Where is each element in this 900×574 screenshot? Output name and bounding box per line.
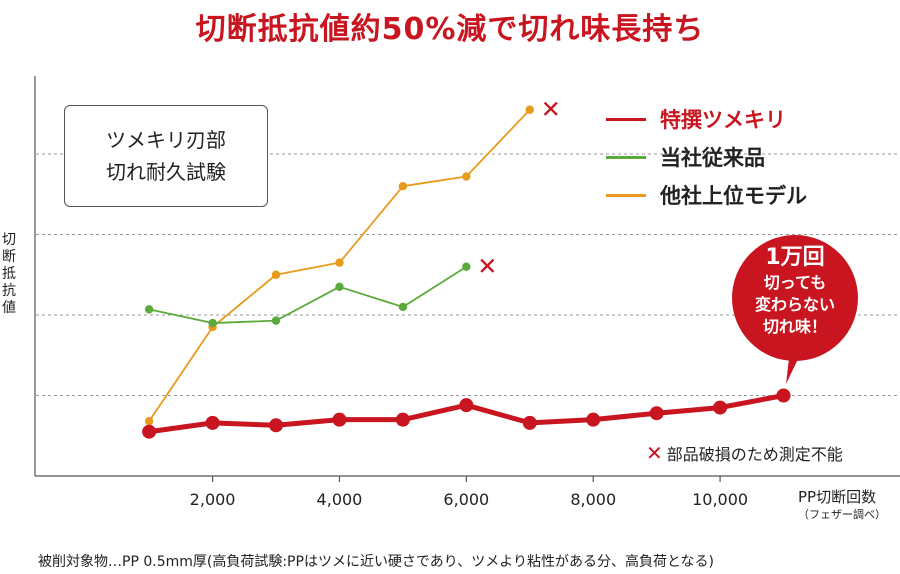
x-tick-label: 10,000 [692, 490, 748, 509]
test-info-box: ツメキリ刃部 切れ耐久試験 [64, 105, 268, 207]
legend-item-competitor: 他社上位モデル [606, 176, 807, 214]
x-ticks: 2,000 4,000 6,000 8,000 10,000 [190, 476, 748, 509]
callout-bubble [732, 235, 858, 384]
x-tick-label: 6,000 [443, 490, 489, 509]
data-point [205, 415, 220, 430]
cross-marker: ✕ [477, 253, 497, 281]
data-point [525, 105, 534, 114]
callout-line3: 変わらない [754, 295, 835, 314]
data-point [398, 302, 408, 312]
legend-label-conventional: 当社従来品 [660, 146, 765, 170]
data-point [586, 412, 601, 427]
test-box-line2: 切れ耐久試験 [106, 160, 226, 184]
data-point [522, 415, 537, 430]
data-point [713, 400, 728, 415]
data-point [144, 305, 154, 314]
data-point [462, 262, 471, 271]
callout-line4: 切れ味！ [762, 317, 827, 336]
data-point [335, 258, 344, 267]
callout-line2: 切っても [763, 273, 827, 292]
x-tick-label: 8,000 [570, 490, 616, 509]
legend-label-competitor: 他社上位モデル [660, 184, 807, 208]
callout-main: 1万回 [765, 245, 825, 270]
data-point [332, 412, 347, 427]
legend-swatch-green [606, 155, 646, 159]
test-box-line1: ツメキリ刃部 [106, 128, 226, 152]
data-point [142, 424, 157, 439]
legend-item-conventional: 当社従来品 [606, 138, 807, 176]
note-text: 部品破損のため測定不能 [666, 445, 843, 464]
y-axis-label: 切断抵抗値 [2, 232, 16, 316]
data-point [649, 406, 664, 421]
data-point [271, 316, 281, 325]
data-point [398, 182, 408, 191]
data-point [395, 412, 410, 427]
x-axis-title: PP切断回数 [798, 488, 877, 506]
x-tick-label: 4,000 [317, 490, 363, 509]
series-line [148, 265, 467, 324]
x-axis-label: PP切断回数 （フェザー調べ） [798, 488, 886, 524]
data-point [335, 282, 344, 292]
data-point [269, 418, 284, 433]
x-tick-label: 2,000 [190, 490, 236, 509]
series-group: ✕✕ [142, 96, 791, 439]
footnote: 被削対象物…PP 0.5mm厚(高負荷試験:PPはツメに近い硬さであり、ツメより… [38, 554, 714, 570]
data-point [144, 417, 154, 426]
legend-item-tokusen: 特撰ツメキリ [606, 100, 807, 138]
callout-text: 1万回 切っても 変わらない 切れ味！ [736, 244, 854, 338]
legend-swatch-red [606, 117, 646, 121]
data-point [462, 172, 471, 181]
data-point [459, 398, 474, 413]
page-title: 切断抵抗値約50%減で切れ味長持ち [195, 12, 705, 47]
data-point [776, 388, 791, 403]
data-point [271, 270, 281, 279]
cross-marker: ✕ [541, 96, 561, 124]
legend-swatch-orange [606, 193, 646, 197]
data-point [208, 318, 217, 328]
unmeasurable-note: ✕ 部品破損のため測定不能 [646, 441, 843, 465]
legend: 特撰ツメキリ 当社従来品 他社上位モデル [606, 100, 807, 214]
legend-label-tokusen: 特撰ツメキリ [660, 108, 786, 132]
x-axis-subtitle: （フェザー調べ） [798, 508, 886, 521]
cross-icon: ✕ [646, 441, 663, 465]
